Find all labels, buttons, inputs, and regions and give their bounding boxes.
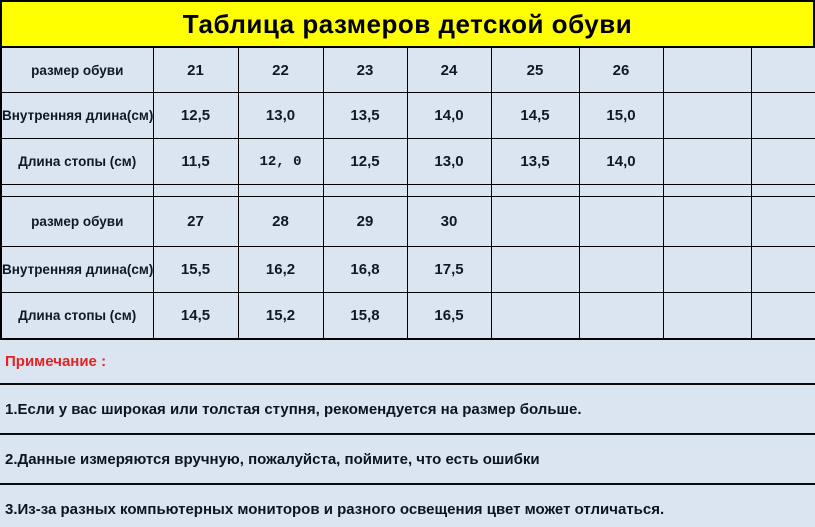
row-label: размер обуви xyxy=(0,46,154,93)
size-cell xyxy=(662,46,752,93)
value-cell xyxy=(750,138,815,185)
value-cell: 13,5 xyxy=(322,92,408,139)
row-label: Внутренняя длина(см) xyxy=(0,92,154,139)
value-cell xyxy=(578,246,664,293)
size-cell: 28 xyxy=(237,196,324,247)
value-cell: 17,5 xyxy=(406,246,492,293)
value-cell: 14,5 xyxy=(490,92,580,139)
value-cell xyxy=(662,138,752,185)
value-cell: 11,5 xyxy=(152,138,239,185)
value-cell: 16,5 xyxy=(406,292,492,340)
spacer-cell xyxy=(662,184,752,197)
size-cell: 27 xyxy=(152,196,239,247)
value-cell: 13,5 xyxy=(490,138,580,185)
value-cell: 15,0 xyxy=(578,92,664,139)
notes-section: Примечание : 1.Если у вас широкая или то… xyxy=(0,340,815,527)
value-cell: 15,5 xyxy=(152,246,239,293)
size-cell xyxy=(750,46,815,93)
table-row-foot-length-lower: Длина стопы (см) 14,5 15,2 15,8 16,5 xyxy=(0,292,815,340)
value-cell xyxy=(662,92,752,139)
value-cell: 13,0 xyxy=(237,92,324,139)
row-label: Внутренняя длина(см) xyxy=(0,246,154,293)
size-cell: 23 xyxy=(322,46,408,93)
spacer-cell xyxy=(0,184,154,197)
size-cell: 29 xyxy=(322,196,408,247)
value-cell: 16,8 xyxy=(322,246,408,293)
value-cell xyxy=(750,92,815,139)
note-item-2: 2.Данные измеряются вручную, пожалуйста,… xyxy=(0,435,815,485)
value-cell xyxy=(750,246,815,293)
size-table: размер обуви 21 22 23 24 25 26 Внутрення… xyxy=(0,46,815,340)
spacer-cell xyxy=(490,184,580,197)
table-row-inner-length-upper: Внутренняя длина(см) 12,5 13,0 13,5 14,0… xyxy=(0,92,815,139)
spacer-cell xyxy=(152,184,239,197)
value-cell: 12, 0 xyxy=(237,138,324,185)
size-cell xyxy=(490,196,580,247)
size-cell: 24 xyxy=(406,46,492,93)
size-cell: 25 xyxy=(490,46,580,93)
size-cell: 30 xyxy=(406,196,492,247)
value-cell: 12,5 xyxy=(322,138,408,185)
spacer-cell xyxy=(237,184,324,197)
value-cell: 14,0 xyxy=(406,92,492,139)
table-row-foot-length-upper: Длина стопы (см) 11,5 12, 0 12,5 13,0 13… xyxy=(0,138,815,185)
table-row-shoe-size-lower: размер обуви 27 28 29 30 xyxy=(0,196,815,247)
value-cell: 13,0 xyxy=(406,138,492,185)
size-cell: 21 xyxy=(152,46,239,93)
spacer-cell xyxy=(750,184,815,197)
value-cell xyxy=(578,292,664,340)
notes-heading: Примечание : xyxy=(0,340,815,385)
size-cell: 22 xyxy=(237,46,324,93)
row-label: Длина стопы (см) xyxy=(0,138,154,185)
value-cell xyxy=(490,246,580,293)
size-cell: 26 xyxy=(578,46,664,93)
row-label: Длина стопы (см) xyxy=(0,292,154,340)
value-cell: 14,5 xyxy=(152,292,239,340)
value-cell: 15,2 xyxy=(237,292,324,340)
value-cell xyxy=(490,292,580,340)
spacer-cell xyxy=(406,184,492,197)
size-cell xyxy=(662,196,752,247)
spacer-cell xyxy=(322,184,408,197)
value-cell: 16,2 xyxy=(237,246,324,293)
page-title: Таблица размеров детской обуви xyxy=(0,0,815,46)
spacer-row xyxy=(0,184,815,197)
table-row-inner-length-lower: Внутренняя длина(см) 15,5 16,2 16,8 17,5 xyxy=(0,246,815,293)
spacer-cell xyxy=(578,184,664,197)
value-cell: 15,8 xyxy=(322,292,408,340)
row-label: размер обуви xyxy=(0,196,154,247)
value-cell: 12,5 xyxy=(152,92,239,139)
table-row-shoe-size-upper: размер обуви 21 22 23 24 25 26 xyxy=(0,46,815,93)
value-cell xyxy=(662,246,752,293)
value-cell xyxy=(662,292,752,340)
size-cell xyxy=(578,196,664,247)
note-item-3: 3.Из-за разных компьютерных мониторов и … xyxy=(5,500,665,518)
value-cell xyxy=(750,292,815,340)
size-cell xyxy=(750,196,815,247)
note-item-1: 1.Если у вас широкая или толстая ступня,… xyxy=(0,385,815,435)
value-cell: 14,0 xyxy=(578,138,664,185)
